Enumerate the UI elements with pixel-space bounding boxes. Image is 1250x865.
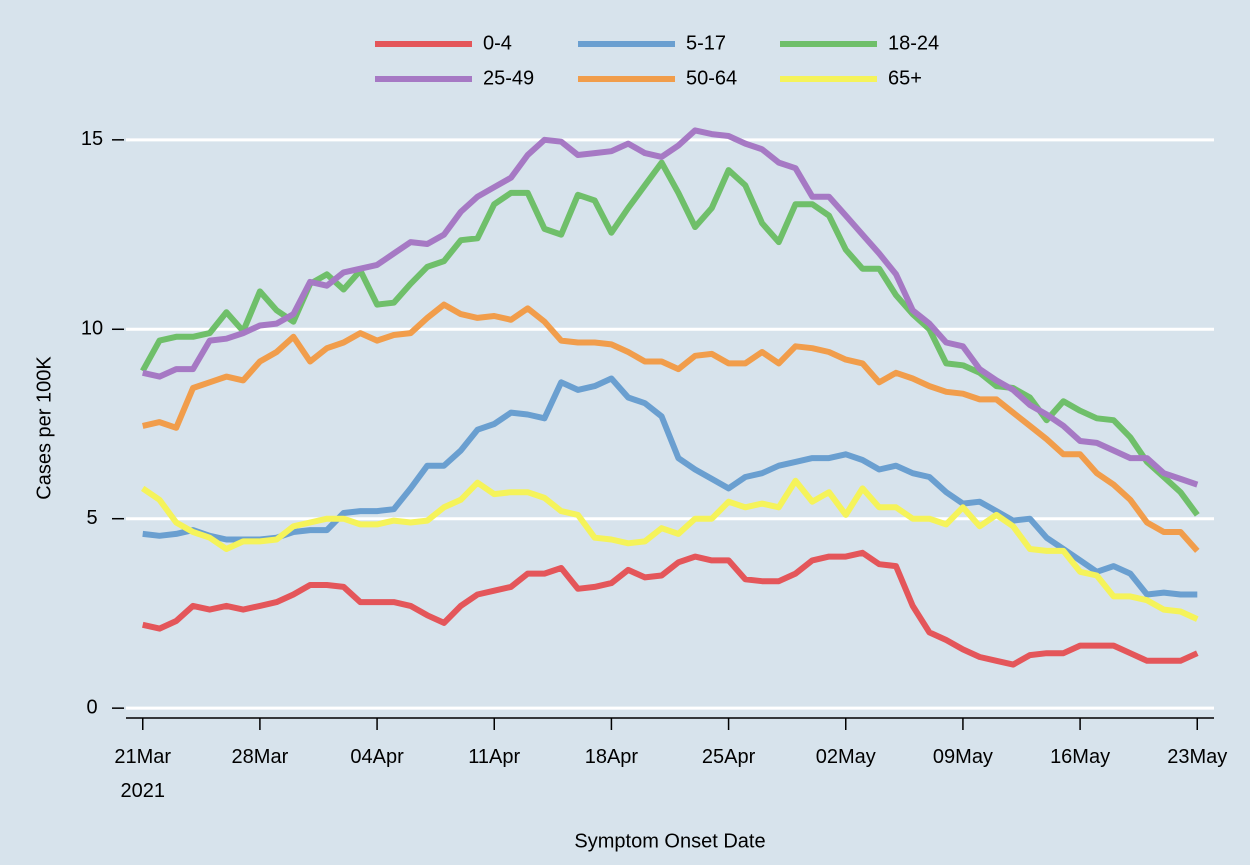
series-line [142, 375, 1198, 598]
series-line [142, 127, 1199, 488]
y-tick-label: 15 [81, 128, 103, 150]
x-tick-label: 16May [1050, 746, 1110, 768]
x-tick-label: 25Apr [702, 746, 756, 768]
y-tick-label: 5 [86, 507, 97, 529]
x-tick-label: 11Apr [468, 746, 520, 768]
legend-label: 65+ [888, 67, 922, 89]
legend-label: 0-4 [483, 32, 512, 54]
x-tick-label: 04Apr [350, 746, 404, 768]
x-axis-label: Symptom Onset Date [574, 830, 765, 852]
x-tick-label: 21Mar 2021 [114, 746, 171, 802]
series-line [140, 159, 1200, 517]
y-axis-label: Cases per 100K [33, 356, 55, 500]
legend-label: 50-64 [686, 67, 737, 89]
x-tick-label: 02May [816, 746, 876, 768]
legend-label: 25-49 [483, 67, 534, 89]
legend-label: 18-24 [888, 32, 939, 54]
series-line [142, 301, 1200, 553]
x-tick-label: 09May [933, 746, 993, 768]
x-tick-label: 28Mar [232, 746, 289, 768]
y-tick-label: 10 [81, 318, 103, 340]
series-line [141, 477, 1199, 622]
legend-label: 5-17 [686, 32, 726, 54]
x-tick-label: 23May [1167, 746, 1227, 768]
y-tick-label: 0 [86, 696, 97, 718]
x-tick-label: 18Apr [585, 746, 639, 768]
series-line [142, 549, 1199, 668]
